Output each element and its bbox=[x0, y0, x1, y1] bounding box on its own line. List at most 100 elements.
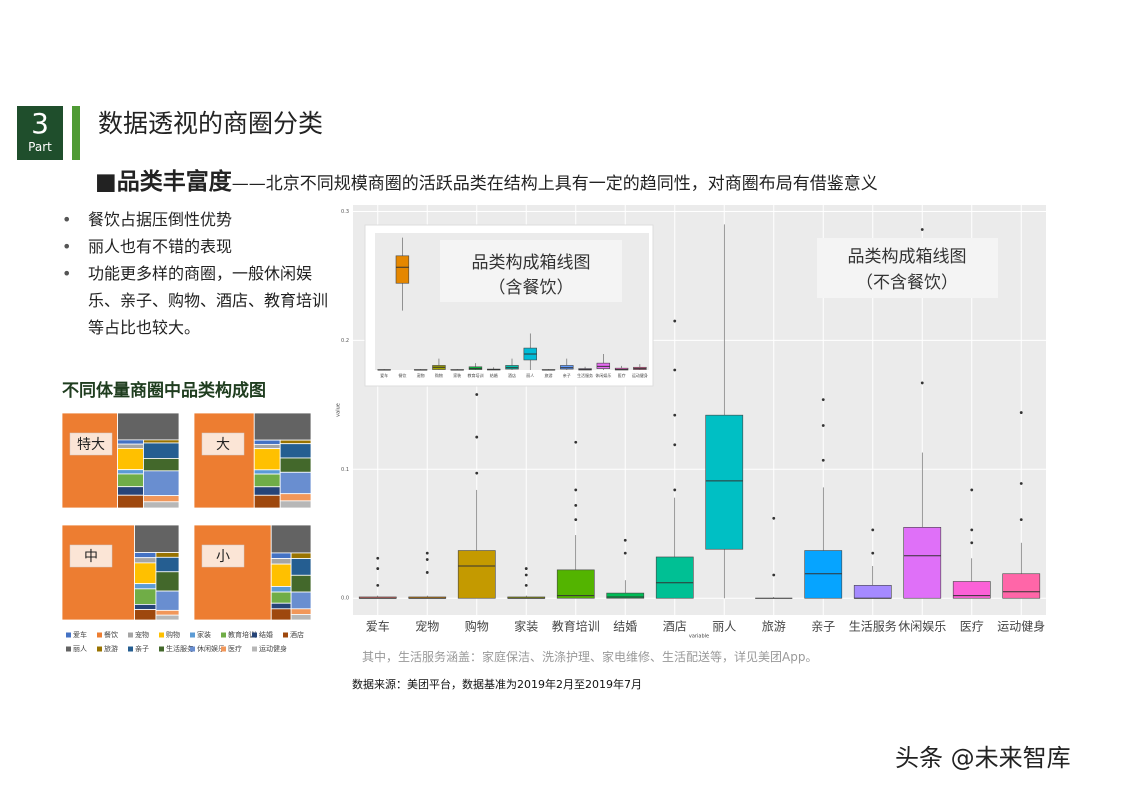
box bbox=[457, 550, 496, 599]
x-tick-label: 购物 bbox=[435, 372, 443, 378]
treemap-cell bbox=[290, 608, 312, 615]
treemap-cell bbox=[134, 562, 157, 585]
box bbox=[705, 414, 744, 550]
treemap-cell bbox=[155, 571, 180, 592]
outlier bbox=[524, 567, 528, 570]
annotation-subtitle: （不含餐饮） bbox=[856, 273, 958, 293]
outlier bbox=[1019, 518, 1023, 521]
legend-swatch bbox=[128, 646, 133, 652]
x-tick-label: 丽人 bbox=[526, 373, 534, 378]
panel-label-box bbox=[201, 432, 245, 456]
treemap-cell bbox=[279, 457, 312, 473]
x-tick-label: 医疗 bbox=[960, 620, 984, 634]
treemap-cell bbox=[279, 493, 312, 502]
outlier bbox=[574, 488, 578, 492]
outlier bbox=[772, 573, 776, 577]
outlier bbox=[673, 368, 677, 372]
x-tick-label: 生活服务 bbox=[577, 372, 593, 378]
box bbox=[853, 585, 892, 599]
legend-label: 宠物 bbox=[135, 630, 149, 639]
legend-swatch bbox=[252, 646, 257, 652]
treemap-cell bbox=[270, 563, 292, 587]
legend-swatch bbox=[128, 632, 133, 638]
treemap-cell bbox=[155, 609, 180, 616]
x-tick-label: 生活服务 bbox=[849, 619, 897, 634]
treemap-cell bbox=[155, 590, 180, 611]
outlier bbox=[475, 471, 479, 475]
panel-label-box bbox=[69, 432, 113, 456]
outlier bbox=[673, 488, 677, 492]
treemap-cell bbox=[61, 412, 119, 509]
outlier bbox=[376, 556, 380, 560]
treemap-cell bbox=[290, 558, 312, 576]
treemap-cell bbox=[143, 501, 180, 509]
treemap-cell bbox=[117, 412, 180, 441]
outlier bbox=[821, 398, 825, 402]
x-axis-label: variable bbox=[689, 634, 709, 640]
legend-label: 家装 bbox=[197, 630, 211, 639]
box bbox=[952, 581, 991, 599]
box bbox=[1002, 573, 1041, 599]
box bbox=[606, 592, 645, 599]
outlier bbox=[1019, 482, 1023, 485]
treemap-cell bbox=[290, 552, 312, 559]
treemap-cell bbox=[193, 524, 272, 621]
treemap-cell bbox=[143, 495, 180, 503]
source: 数据来源：美团平台，数据基准为2019年2月至2019年7月 bbox=[352, 678, 642, 691]
legend-label: 购物 bbox=[166, 630, 180, 639]
headline-text: ——北京不同规模商圈的活跃品类在结构上具有一定的趋同性，对商圈布局有借鉴意义 bbox=[231, 174, 878, 194]
headline: ■品类丰富度——北京不同规模商圈的活跃品类在结构上具有一定的趋同性，对商圈布局有… bbox=[95, 166, 878, 200]
outlier bbox=[673, 413, 677, 417]
treemap-cell bbox=[270, 586, 292, 593]
treemap-cell bbox=[117, 439, 144, 445]
treemap-cell bbox=[193, 412, 255, 509]
treemap-cell bbox=[143, 458, 180, 472]
bullet: 功能更多样的商圈，一般休闲娱乐、亲子、购物、酒店、教育培训等占比也较大。 bbox=[58, 260, 343, 341]
outlier bbox=[871, 551, 875, 555]
section-number: 3 bbox=[31, 107, 49, 140]
treemap-cell bbox=[143, 439, 180, 444]
treemap-cell bbox=[134, 588, 157, 605]
x-tick-label: 家装 bbox=[514, 619, 538, 634]
x-tick-label: 购物 bbox=[465, 619, 489, 634]
legend-swatch bbox=[159, 646, 164, 652]
accent-bar bbox=[72, 106, 80, 160]
treemap-cell bbox=[290, 591, 312, 610]
annotation-subtitle: （含餐饮） bbox=[489, 278, 574, 298]
outlier bbox=[871, 528, 875, 532]
outlier bbox=[970, 541, 974, 545]
x-tick-label: 爱车 bbox=[366, 619, 390, 634]
treemap-cell bbox=[61, 524, 135, 621]
x-tick-label: 运动健身 bbox=[997, 619, 1045, 634]
x-tick-label: 医疗 bbox=[618, 372, 626, 378]
treemap-cell bbox=[155, 556, 180, 573]
legend-swatch bbox=[190, 632, 195, 638]
outlier bbox=[821, 424, 825, 427]
panel-label: 中 bbox=[84, 549, 98, 565]
legend-swatch bbox=[159, 632, 164, 638]
outlier bbox=[376, 567, 380, 570]
annotation-title: 品类构成箱线图 bbox=[472, 253, 591, 273]
treemap-cell bbox=[117, 486, 144, 496]
legend-label: 教育培训 bbox=[228, 630, 256, 639]
x-tick-label: 结婚 bbox=[613, 620, 637, 634]
treemap-cell bbox=[117, 443, 144, 449]
treemap-cell bbox=[279, 439, 312, 445]
outlier bbox=[673, 319, 677, 323]
outlier bbox=[425, 558, 429, 561]
outlier bbox=[920, 228, 924, 231]
outlier bbox=[970, 488, 974, 492]
outlier bbox=[673, 443, 677, 447]
legend-label: 亲子 bbox=[135, 644, 149, 653]
watermark: 头条 @未来智库 bbox=[895, 744, 1071, 772]
legend-swatch bbox=[66, 632, 71, 638]
legend-label: 旅游 bbox=[104, 644, 118, 653]
x-tick-label: 酒店 bbox=[663, 620, 687, 634]
panel-label: 小 bbox=[216, 549, 230, 565]
treemap-cell bbox=[279, 471, 312, 495]
x-tick-label: 休闲娱乐 bbox=[898, 620, 946, 634]
panel-label: 大 bbox=[216, 437, 230, 453]
legend-label: 酒店 bbox=[290, 630, 304, 639]
legend-swatch bbox=[97, 646, 102, 652]
